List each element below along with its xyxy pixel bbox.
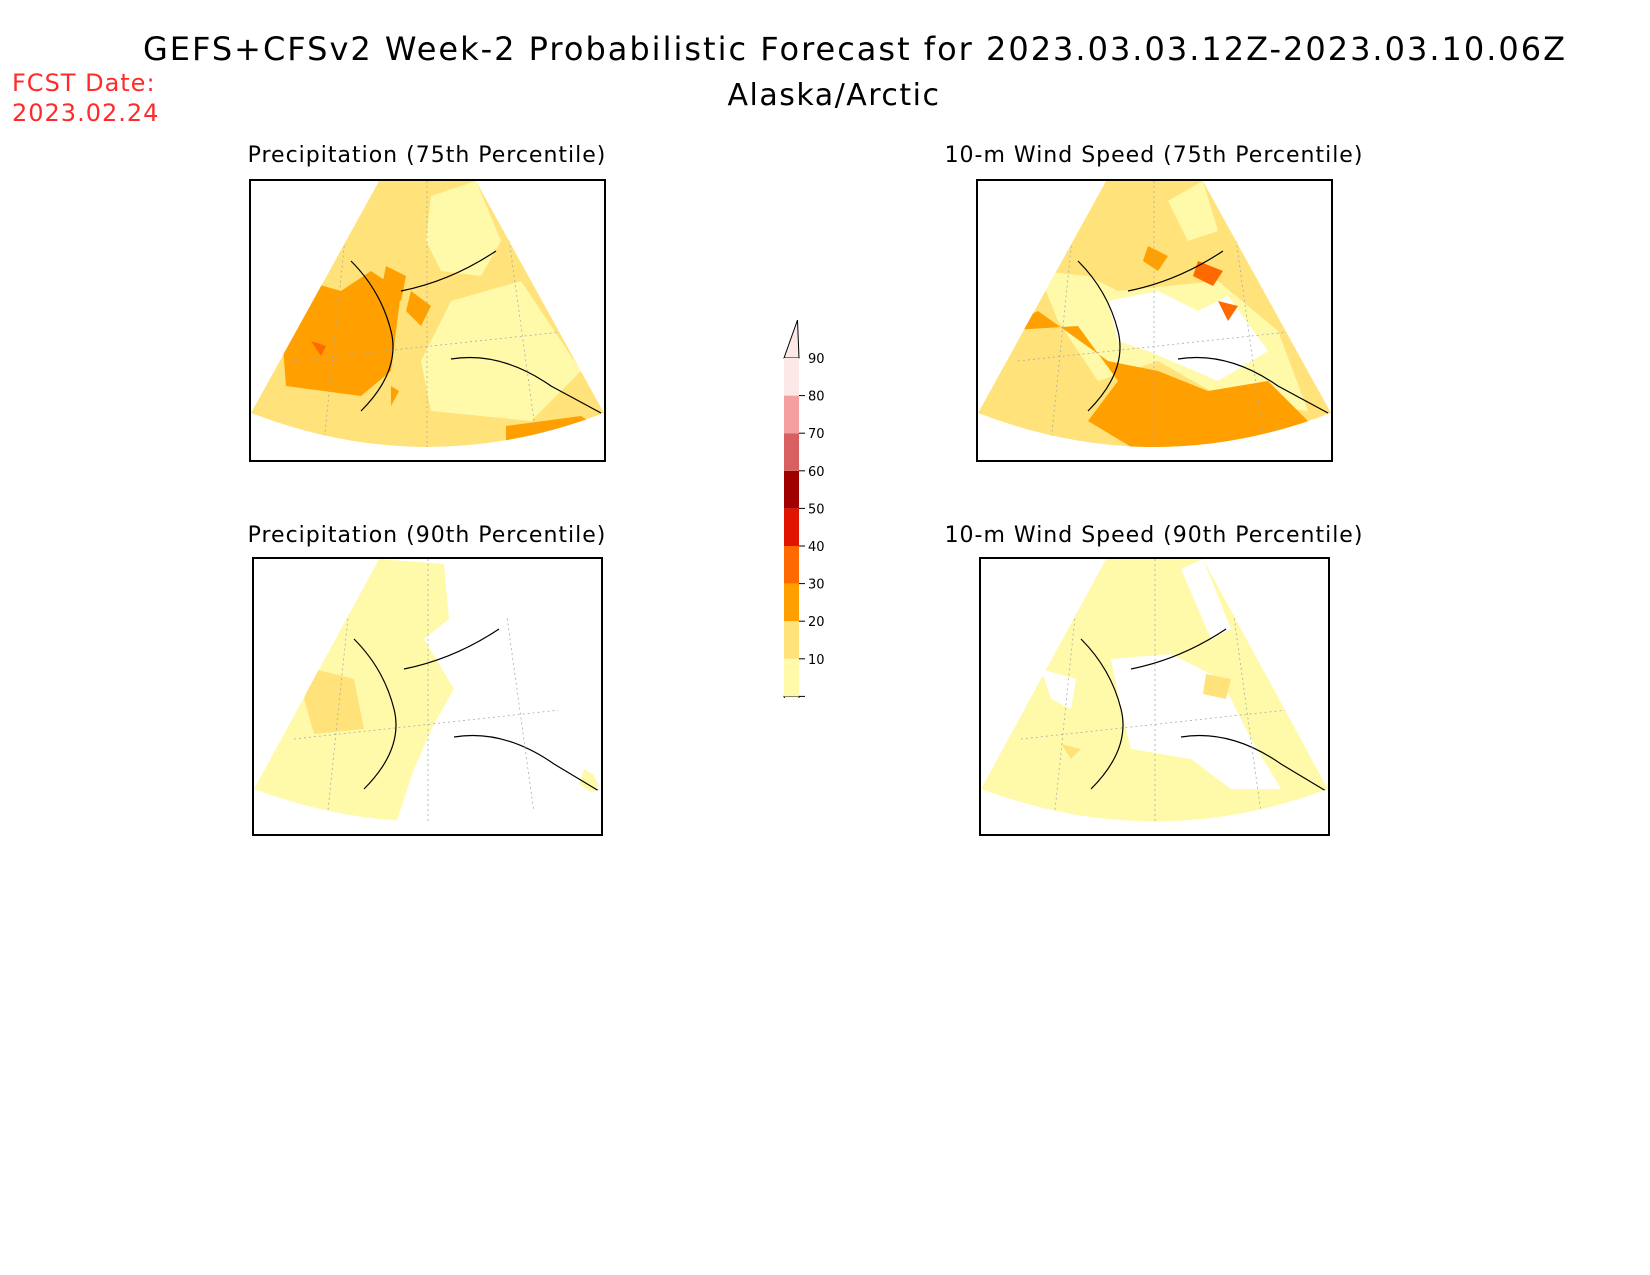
wind75-map	[976, 179, 1333, 462]
colorbar-swatch	[784, 508, 799, 546]
colorbar-label: 60	[808, 465, 825, 480]
region-subtitle: Alaska/Arctic	[727, 78, 941, 113]
colorbar-label: 20	[808, 615, 825, 630]
colorbar-label: 80	[808, 390, 825, 405]
forecast-date-value: 2023.02.24	[12, 99, 160, 127]
colorbar-label: 10	[808, 653, 825, 668]
colorbar-swatch	[784, 470, 799, 509]
forecast-date: FCST Date: 2023.02.24	[12, 68, 159, 128]
colorbar-bottom-arrow	[783, 695, 800, 733]
colorbar-label: 70	[808, 427, 825, 442]
colorbar-swatch	[784, 658, 799, 697]
precip90-map	[252, 557, 603, 836]
colorbar-swatch	[784, 546, 799, 584]
colorbar-label: 40	[808, 540, 825, 555]
precip90-title: Precipitation (90th Percentile)	[247, 523, 607, 548]
colorbar-top-arrow	[783, 319, 800, 359]
colorbar-label: 50	[808, 502, 825, 517]
main-title: GEFS+CFSv2 Week-2 Probabilistic Forecast…	[142, 30, 1568, 68]
precip75-title: Precipitation (75th Percentile)	[247, 143, 607, 168]
wind75-title: 10-m Wind Speed (75th Percentile)	[944, 143, 1364, 168]
wind90-title: 10-m Wind Speed (90th Percentile)	[944, 523, 1364, 548]
precip75-map	[249, 179, 606, 462]
colorbar: 10 20 30 40 50 60 70 80 90	[778, 318, 838, 733]
wind90-map	[979, 557, 1330, 836]
colorbar-swatch	[784, 621, 799, 659]
colorbar-label: 30	[808, 578, 825, 593]
colorbar-label: 90	[808, 352, 825, 367]
colorbar-swatch	[784, 433, 799, 471]
colorbar-swatch	[784, 395, 799, 434]
colorbar-swatch	[784, 583, 799, 622]
colorbar-swatch	[784, 358, 799, 396]
forecast-date-label: FCST Date:	[12, 69, 156, 97]
